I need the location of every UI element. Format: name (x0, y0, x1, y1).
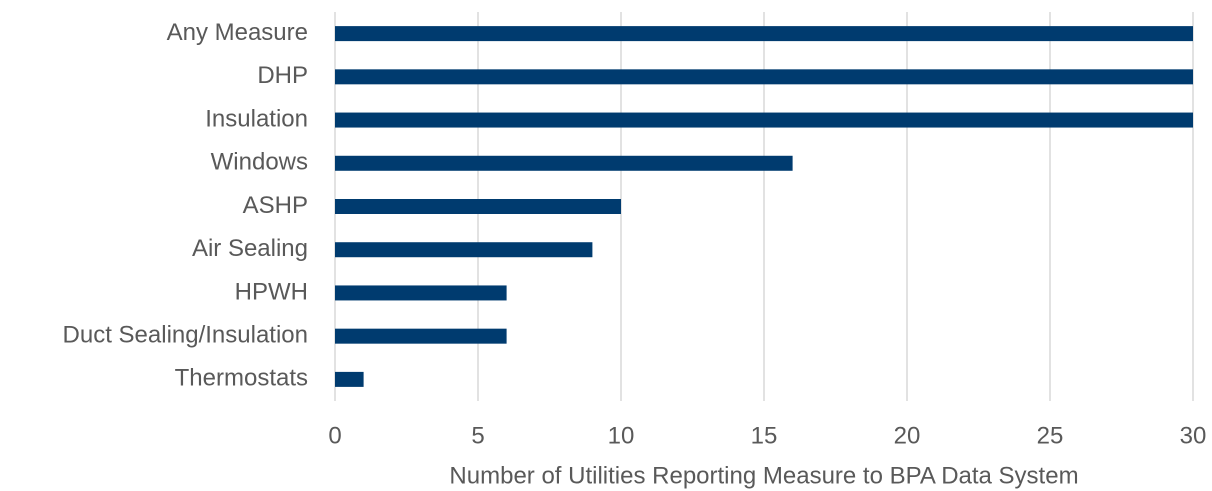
x-tick-label: 10 (608, 422, 635, 449)
bar (335, 371, 364, 387)
y-tick-label: ASHP (243, 192, 308, 219)
y-tick-label: DHP (257, 62, 308, 89)
bar (335, 285, 507, 301)
x-tick-label: 20 (894, 422, 921, 449)
x-tick-label: 5 (471, 422, 484, 449)
bar (335, 328, 507, 344)
y-tick-label: Air Sealing (192, 235, 308, 262)
bar (335, 155, 793, 171)
bar (335, 69, 1193, 85)
bar (335, 112, 1193, 128)
x-tick-label: 30 (1180, 422, 1207, 449)
x-tick-label: 25 (1037, 422, 1064, 449)
y-tick-label: HPWH (235, 278, 308, 305)
bar (335, 199, 621, 214)
x-tick-label: 15 (751, 422, 778, 449)
y-tick-label: Windows (211, 149, 308, 176)
y-tick-label: Any Measure (167, 19, 308, 46)
x-axis-label: Number of Utilities Reporting Measure to… (449, 462, 1078, 489)
bar (335, 26, 1193, 42)
y-tick-label: Insulation (205, 105, 308, 132)
bar (335, 242, 593, 258)
x-tick-label: 0 (328, 422, 341, 449)
y-tick-label: Duct Sealing/Insulation (63, 322, 308, 349)
y-tick-label: Thermostats (175, 365, 308, 392)
